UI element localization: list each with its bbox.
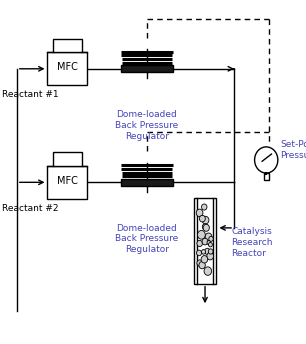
Bar [194, 198, 217, 284]
Circle shape [204, 267, 212, 275]
Bar [53, 39, 82, 52]
Text: MFC: MFC [57, 175, 78, 186]
Circle shape [197, 260, 203, 266]
Circle shape [207, 240, 211, 245]
Text: MFC: MFC [57, 62, 78, 72]
Circle shape [201, 256, 208, 263]
Circle shape [202, 238, 208, 245]
Text: Dome-loaded
Back Pressure
Regulator: Dome-loaded Back Pressure Regulator [115, 224, 178, 254]
Circle shape [196, 250, 202, 256]
Circle shape [205, 233, 212, 240]
Bar [263, 173, 269, 180]
Circle shape [200, 215, 205, 222]
Circle shape [196, 209, 203, 217]
Text: Reactant #2: Reactant #2 [2, 204, 58, 213]
Circle shape [204, 248, 210, 255]
Text: Set-Point
Pressure: Set-Point Pressure [280, 140, 306, 160]
Circle shape [201, 250, 206, 254]
Text: Catalysis
Research
Reactor: Catalysis Research Reactor [231, 227, 273, 258]
Bar [121, 179, 173, 186]
Circle shape [208, 243, 212, 247]
Circle shape [208, 249, 213, 254]
Circle shape [202, 204, 207, 210]
Bar [47, 166, 87, 199]
Bar [53, 152, 82, 166]
Text: Reactant #1: Reactant #1 [2, 90, 58, 99]
Bar [121, 65, 173, 72]
Circle shape [207, 252, 214, 260]
Circle shape [209, 236, 213, 241]
Bar [47, 52, 87, 85]
Circle shape [198, 230, 205, 239]
Circle shape [203, 224, 209, 231]
Circle shape [202, 224, 208, 230]
Circle shape [202, 216, 209, 224]
Circle shape [199, 261, 205, 269]
Circle shape [197, 240, 202, 247]
Circle shape [255, 147, 278, 173]
Text: Dome-loaded
Back Pressure
Regulator: Dome-loaded Back Pressure Regulator [115, 110, 178, 141]
